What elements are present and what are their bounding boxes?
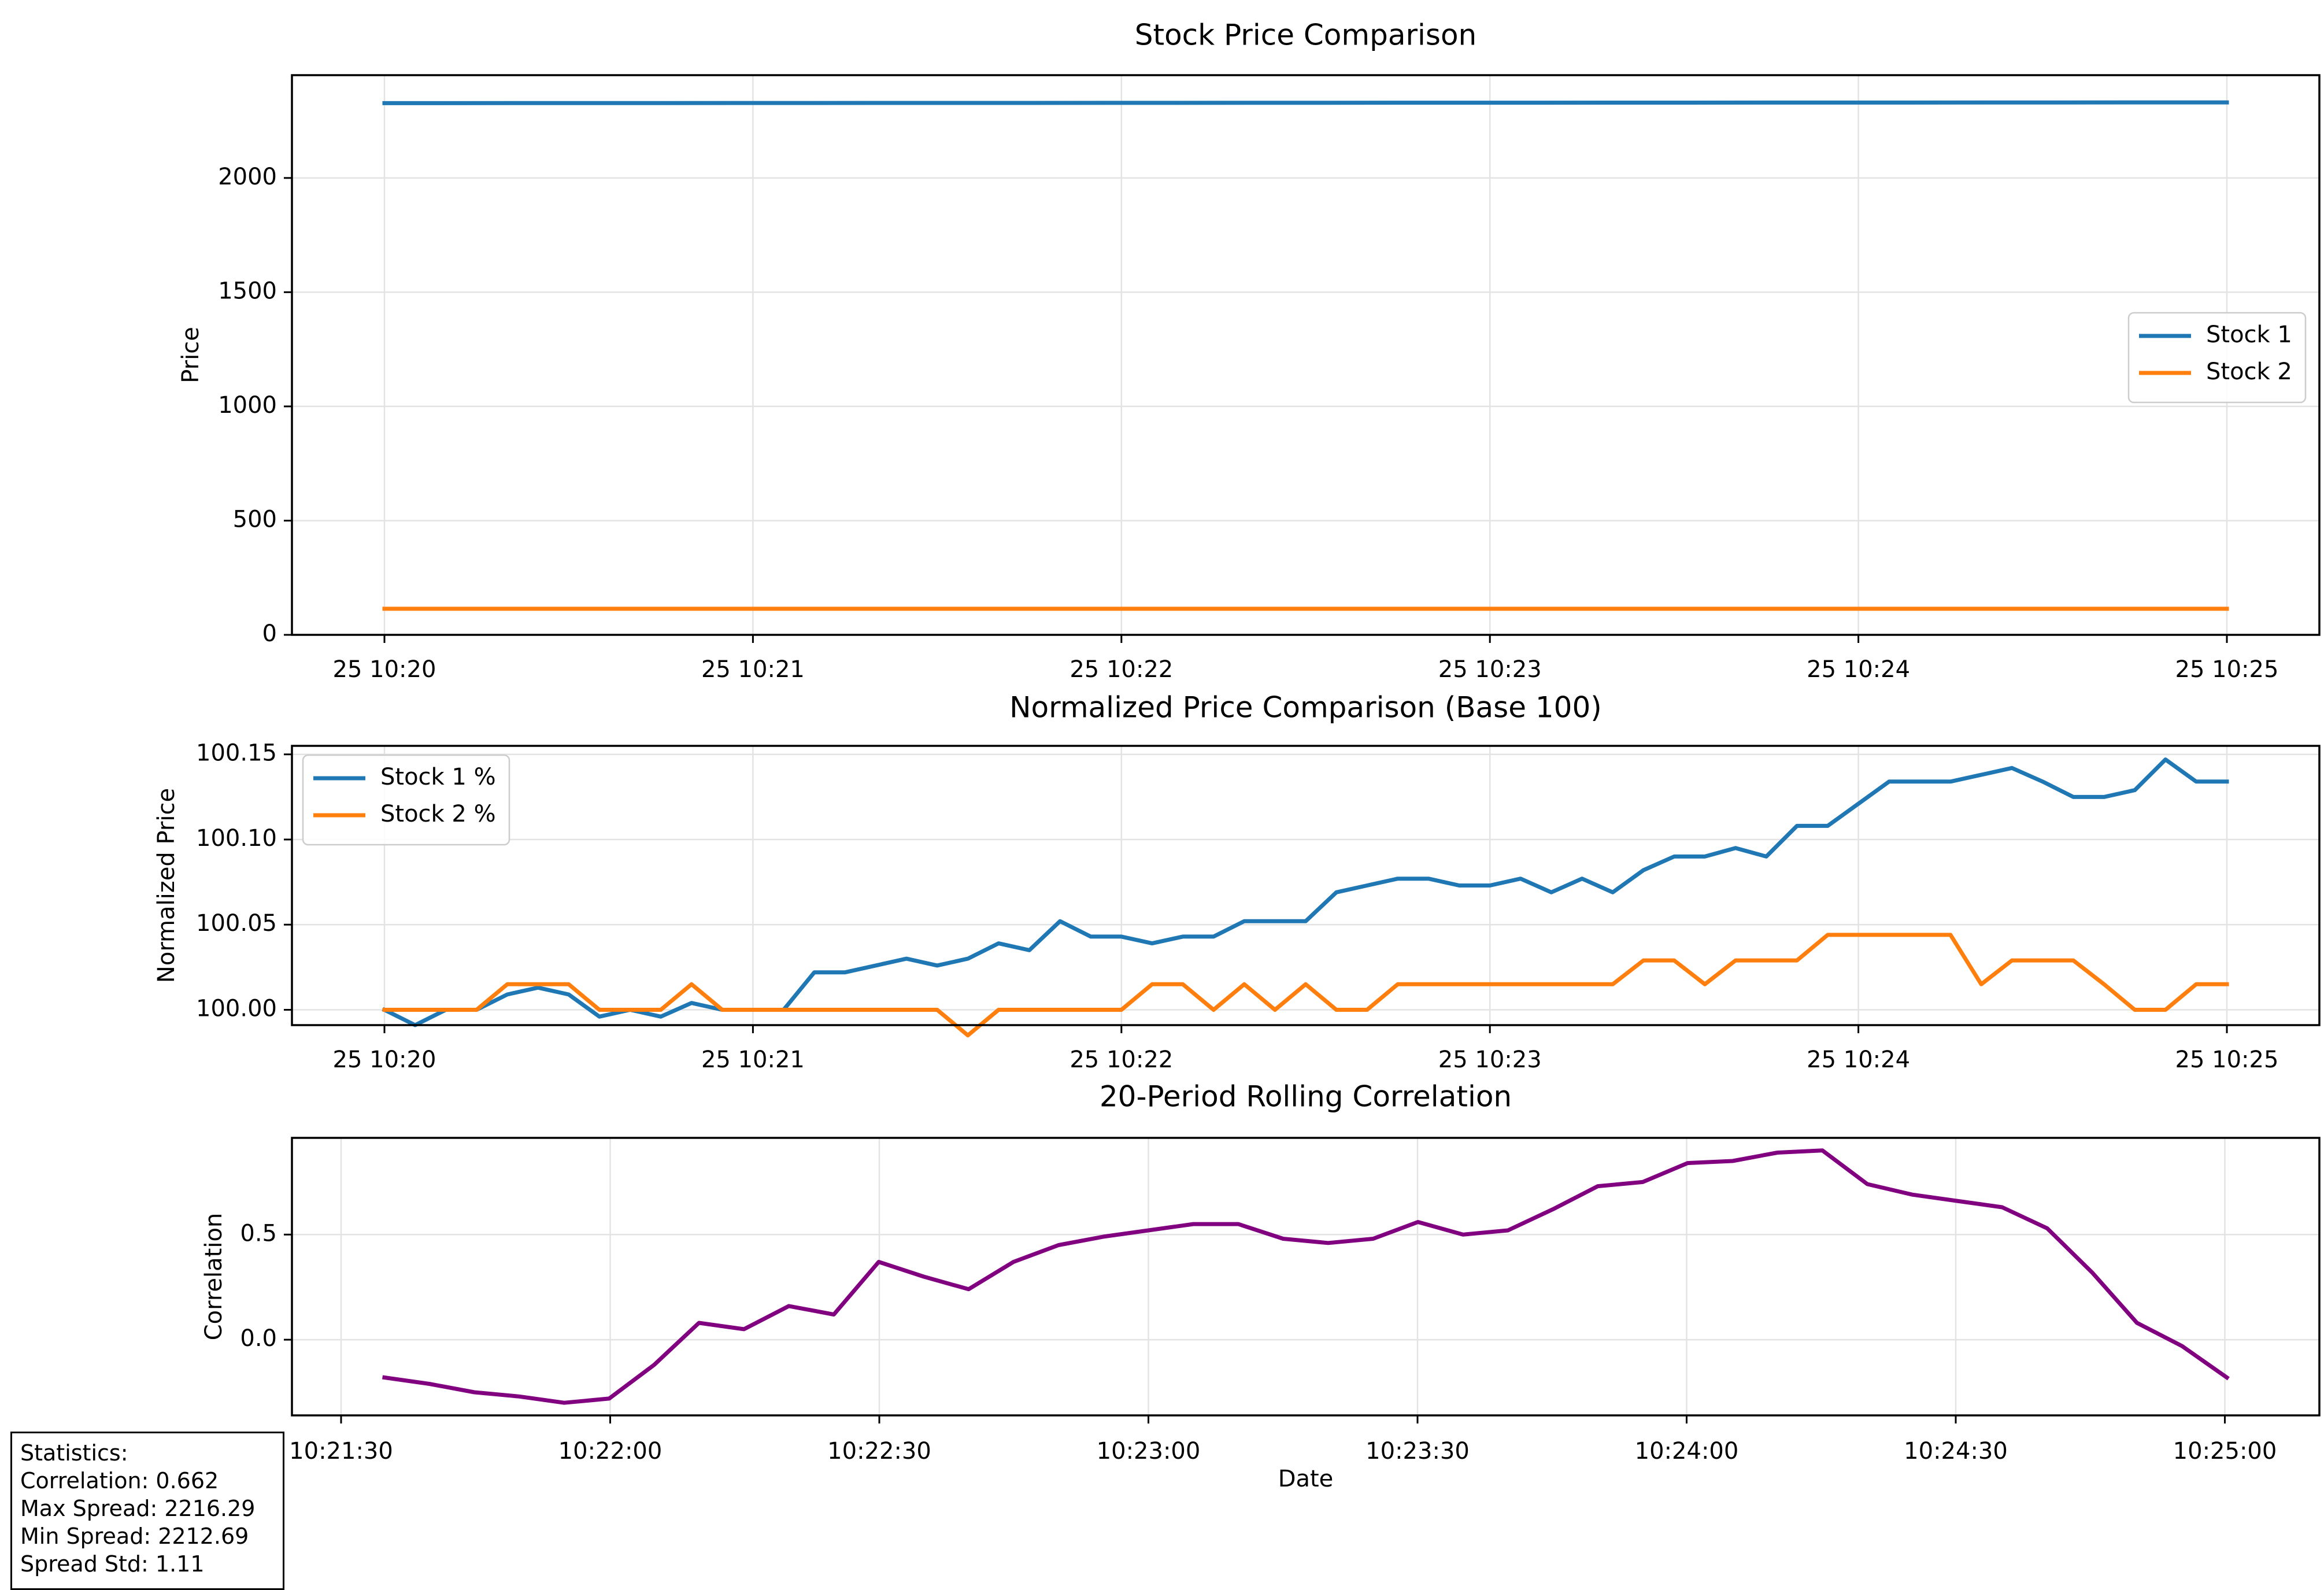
x-tick-label: 25 10:21 — [701, 1047, 805, 1073]
chart-panel-2: Normalized Price Comparison (Base 100) 10… — [153, 691, 2321, 1073]
statistics-box: Statistics: Correlation: 0.662 Max Sprea… — [10, 1432, 284, 1590]
x-tick-label: 25 10:22 — [1070, 1047, 1173, 1073]
x-tick-label: 25 10:24 — [1807, 656, 1910, 683]
plot-frame — [291, 1137, 2321, 1417]
statistics-correlation: Correlation: 0.662 — [20, 1468, 219, 1493]
x-tick-label: 25 10:24 — [1807, 1047, 1910, 1073]
chart-panel-1: Stock Price Comparison 0 500 1000 1500 2000 25… — [177, 19, 2321, 683]
x-tick-label: 10:22:00 — [558, 1438, 663, 1465]
y-tick-label: 2000 — [218, 164, 277, 190]
x-axis-label: Date — [1278, 1466, 1334, 1492]
x-tick-label: 10:24:00 — [1635, 1438, 1739, 1465]
legend-label: Stock 1 — [2206, 321, 2292, 348]
series-line-correlation — [382, 1148, 2230, 1405]
series-line-stock-1 — [382, 757, 2229, 1027]
x-tick-label: 25 10:25 — [2175, 656, 2279, 683]
x-tick-label: 25 10:25 — [2175, 1047, 2279, 1073]
chart-panel-3: 20-Period Rolling Correlation 0.0 0.5 10:21… — [201, 1080, 2321, 1492]
x-tick-label: 25 10:21 — [701, 656, 805, 683]
y-tick-label: 500 — [233, 506, 277, 533]
plot-frame — [291, 745, 2321, 1026]
x-tick-label: 25 10:22 — [1070, 656, 1173, 683]
y-tick-label: 100.15 — [196, 740, 277, 767]
x-tick-label: 10:22:30 — [827, 1438, 931, 1465]
legend-label: Stock 2 % — [380, 801, 496, 827]
y-tick-label: 100.05 — [196, 910, 277, 937]
x-tick-label: 25 10:23 — [1438, 656, 1542, 683]
legend: Stock 1 Stock 2 — [2127, 312, 2307, 404]
y-tick-label: 0.5 — [240, 1220, 277, 1247]
series-line-stock-1 — [382, 100, 2229, 105]
x-tick-label: 25 10:20 — [333, 1047, 436, 1073]
plot-frame — [291, 74, 2321, 636]
y-axis-label: Correlation — [201, 1213, 227, 1341]
x-tick-label: 25 10:23 — [1438, 1047, 1542, 1073]
y-tick-label: 0 — [262, 620, 277, 647]
x-tick-label: 10:24:30 — [1904, 1438, 2008, 1465]
legend-label: Stock 2 — [2206, 358, 2292, 385]
y-tick-label: 1500 — [218, 278, 277, 304]
chart-title: Normalized Price Comparison (Base 100) — [1009, 691, 1602, 724]
x-tick-label: 10:23:00 — [1097, 1438, 1201, 1465]
chart-title: Stock Price Comparison — [1135, 19, 1477, 52]
y-axis-label: Price — [177, 327, 204, 383]
chart-title: 20-Period Rolling Correlation — [1100, 1080, 1512, 1114]
y-tick-label: 1000 — [218, 392, 277, 419]
x-tick-label: 25 10:20 — [333, 656, 436, 683]
x-tick-label: 10:25:00 — [2173, 1438, 2277, 1465]
y-axis-label: Normalized Price — [153, 788, 180, 983]
statistics-max-spread: Max Spread: 2216.29 — [20, 1496, 256, 1521]
y-tick-label: 100.10 — [196, 825, 277, 852]
y-tick-label: 0.0 — [240, 1325, 277, 1352]
statistics-min-spread: Min Spread: 2212.69 — [20, 1524, 249, 1549]
series-line-stock-2 — [382, 933, 2229, 1038]
legend-label: Stock 1 % — [380, 764, 496, 790]
statistics-heading: Statistics: — [20, 1440, 128, 1466]
x-tick-label: 10:23:30 — [1365, 1438, 1470, 1465]
statistics-spread-std: Spread Std: 1.11 — [20, 1551, 205, 1577]
y-tick-label: 100.00 — [196, 995, 277, 1022]
x-tick-label: 10:21:30 — [289, 1438, 393, 1465]
legend: Stock 1 % Stock 2 % — [302, 754, 510, 846]
